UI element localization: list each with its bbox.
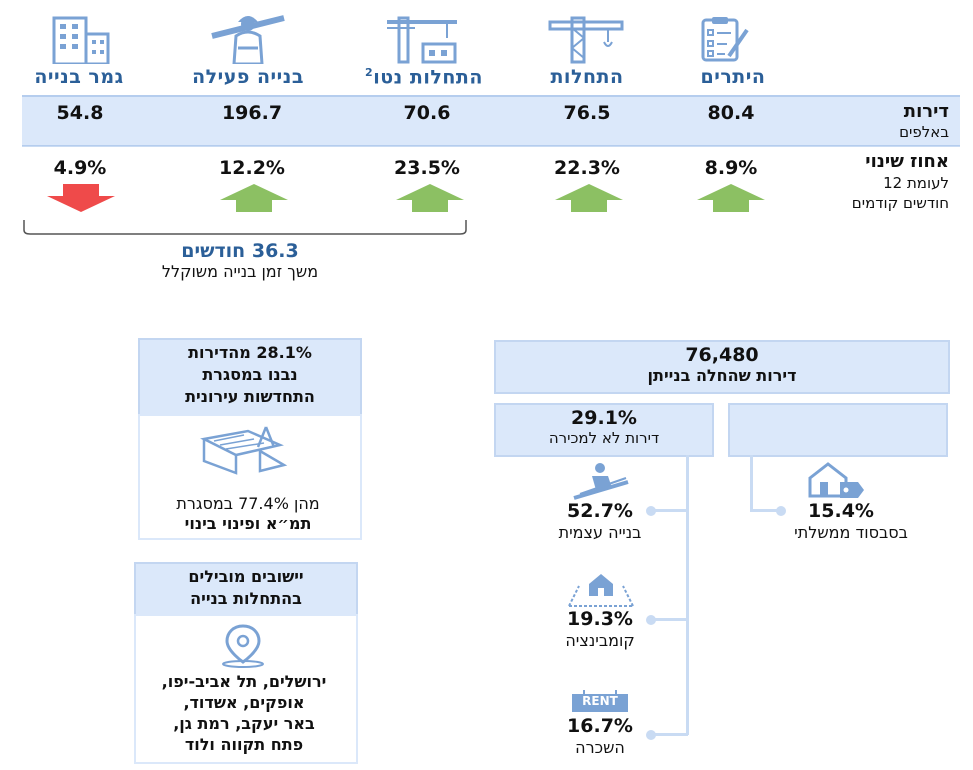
up-arrow-icon — [220, 184, 288, 212]
segment-combination-label: קומבינציה — [565, 631, 635, 650]
up-arrow-icon — [697, 184, 765, 212]
value-net-starts: 70.6 — [403, 102, 451, 124]
up-arrow-icon — [555, 184, 623, 212]
house-plot-icon — [568, 574, 634, 607]
change-completed: 4.9% — [53, 157, 107, 179]
connector-line — [650, 618, 688, 621]
urban-renewal-body-line2: תמ״א ופינוי בינוי — [184, 514, 312, 533]
urban-renewal-line2: נבנו במסגרת — [202, 365, 298, 384]
subsidized-pct: 15.4% — [808, 500, 874, 522]
segment-rental-pct: 16.7% — [567, 715, 633, 737]
category-label-net-starts: התחלות נטו2 — [344, 66, 504, 88]
checklist-icon — [701, 17, 749, 62]
connector-line — [750, 509, 780, 512]
connector-dot — [776, 506, 786, 516]
row-separator — [22, 146, 960, 147]
duration-label: משך זמן בנייה משוקלל — [161, 262, 319, 281]
connector-line — [650, 733, 688, 736]
leading-localities-body — [134, 614, 358, 764]
change-active: 12.2% — [219, 157, 285, 179]
duration-value: 36.3 חודשים — [181, 240, 299, 262]
change-row-sub1: לעומת 12 — [883, 174, 949, 192]
down-arrow-icon — [47, 184, 115, 212]
segment-self-build-pct: 52.7% — [567, 500, 633, 522]
leading-line1: יישובים מובילים — [188, 567, 304, 586]
not-for-sale-label: דירות לא למכירה — [548, 429, 660, 447]
dwellings-band — [22, 95, 960, 147]
house-tag-icon — [808, 462, 864, 498]
subsidized-label: בסבסוד ממשלתי — [794, 523, 908, 542]
leading-city-line: באר יעקב, רמת גן, — [173, 714, 315, 733]
blueprint-icon — [200, 426, 288, 475]
connector-dot — [646, 730, 656, 740]
construction-site-icon — [387, 16, 457, 64]
change-starts: 22.3% — [554, 157, 620, 179]
urban-renewal-header: 28.1% מהדירות נבנו במסגרת התחדשות עירוני… — [138, 338, 362, 416]
category-label-completed: גמר בנייה — [34, 66, 124, 88]
segment-rental-label: השכרה — [575, 738, 625, 757]
connector-dot — [646, 615, 656, 625]
connector-line — [686, 455, 689, 735]
value-completed: 54.8 — [56, 102, 104, 124]
value-starts: 76.5 — [563, 102, 611, 124]
not-for-sale-box: 29.1% דירות לא למכירה — [494, 403, 714, 457]
location-pin-icon — [222, 624, 264, 668]
connector-dot — [646, 506, 656, 516]
starts-total-value: 76,480 — [685, 344, 759, 366]
leading-city-line: פתח תקווה ולוד — [184, 735, 304, 754]
dwellings-unit-label: באלפים — [899, 123, 949, 141]
leading-localities-header: יישובים מובילים בהתחלות בנייה — [134, 562, 358, 616]
change-row-sub2: חודשים קודמים — [851, 194, 949, 212]
dwellings-row-label: דירות — [903, 101, 949, 122]
connector-line — [750, 455, 753, 510]
change-permits: 8.9% — [704, 157, 758, 179]
rent-sign-text: RENT — [582, 694, 618, 708]
urban-renewal-line1: 28.1% מהדירות — [188, 343, 312, 362]
duration-bracket — [23, 220, 467, 235]
subsidized-box — [728, 403, 948, 457]
segment-self-build-label: בנייה עצמית — [558, 523, 642, 542]
leading-line2: בהתחלות בנייה — [190, 589, 302, 608]
leading-city-line: אופקים, אשדוד, — [183, 693, 305, 712]
category-label-starts: התחלות — [550, 66, 624, 88]
net-starts-footnote: 2 — [365, 66, 374, 79]
starts-total-box: 76,480 דירות שהחלה בנייתן — [494, 340, 950, 394]
up-arrow-icon — [396, 184, 464, 212]
net-starts-text: התחלות נטו — [373, 66, 483, 89]
segment-combination-pct: 19.3% — [567, 608, 633, 630]
leading-city-line: ירושלים, תל אביב-יפו, — [161, 672, 327, 691]
crane-icon — [548, 16, 624, 64]
not-for-sale-pct: 29.1% — [571, 407, 637, 429]
category-label-permits: היתרים — [700, 66, 766, 88]
worker-icon — [211, 15, 285, 64]
starts-total-label: דירות שהחלה בנייתן — [647, 366, 797, 385]
change-net-starts: 23.5% — [394, 157, 460, 179]
value-active: 196.7 — [221, 102, 283, 124]
rent-sign-icon — [572, 690, 628, 712]
urban-renewal-body-line1: מהן 77.4% במסגרת — [176, 494, 320, 513]
change-row-label: אחוז שינוי — [865, 151, 949, 172]
category-label-active: בנייה פעילה — [192, 66, 304, 88]
urban-renewal-body — [138, 414, 362, 540]
building-icon — [52, 16, 110, 64]
roofer-icon — [573, 463, 629, 500]
value-permits: 80.4 — [707, 102, 755, 124]
urban-renewal-line3: התחדשות עירונית — [185, 387, 315, 406]
connector-line — [650, 509, 688, 512]
